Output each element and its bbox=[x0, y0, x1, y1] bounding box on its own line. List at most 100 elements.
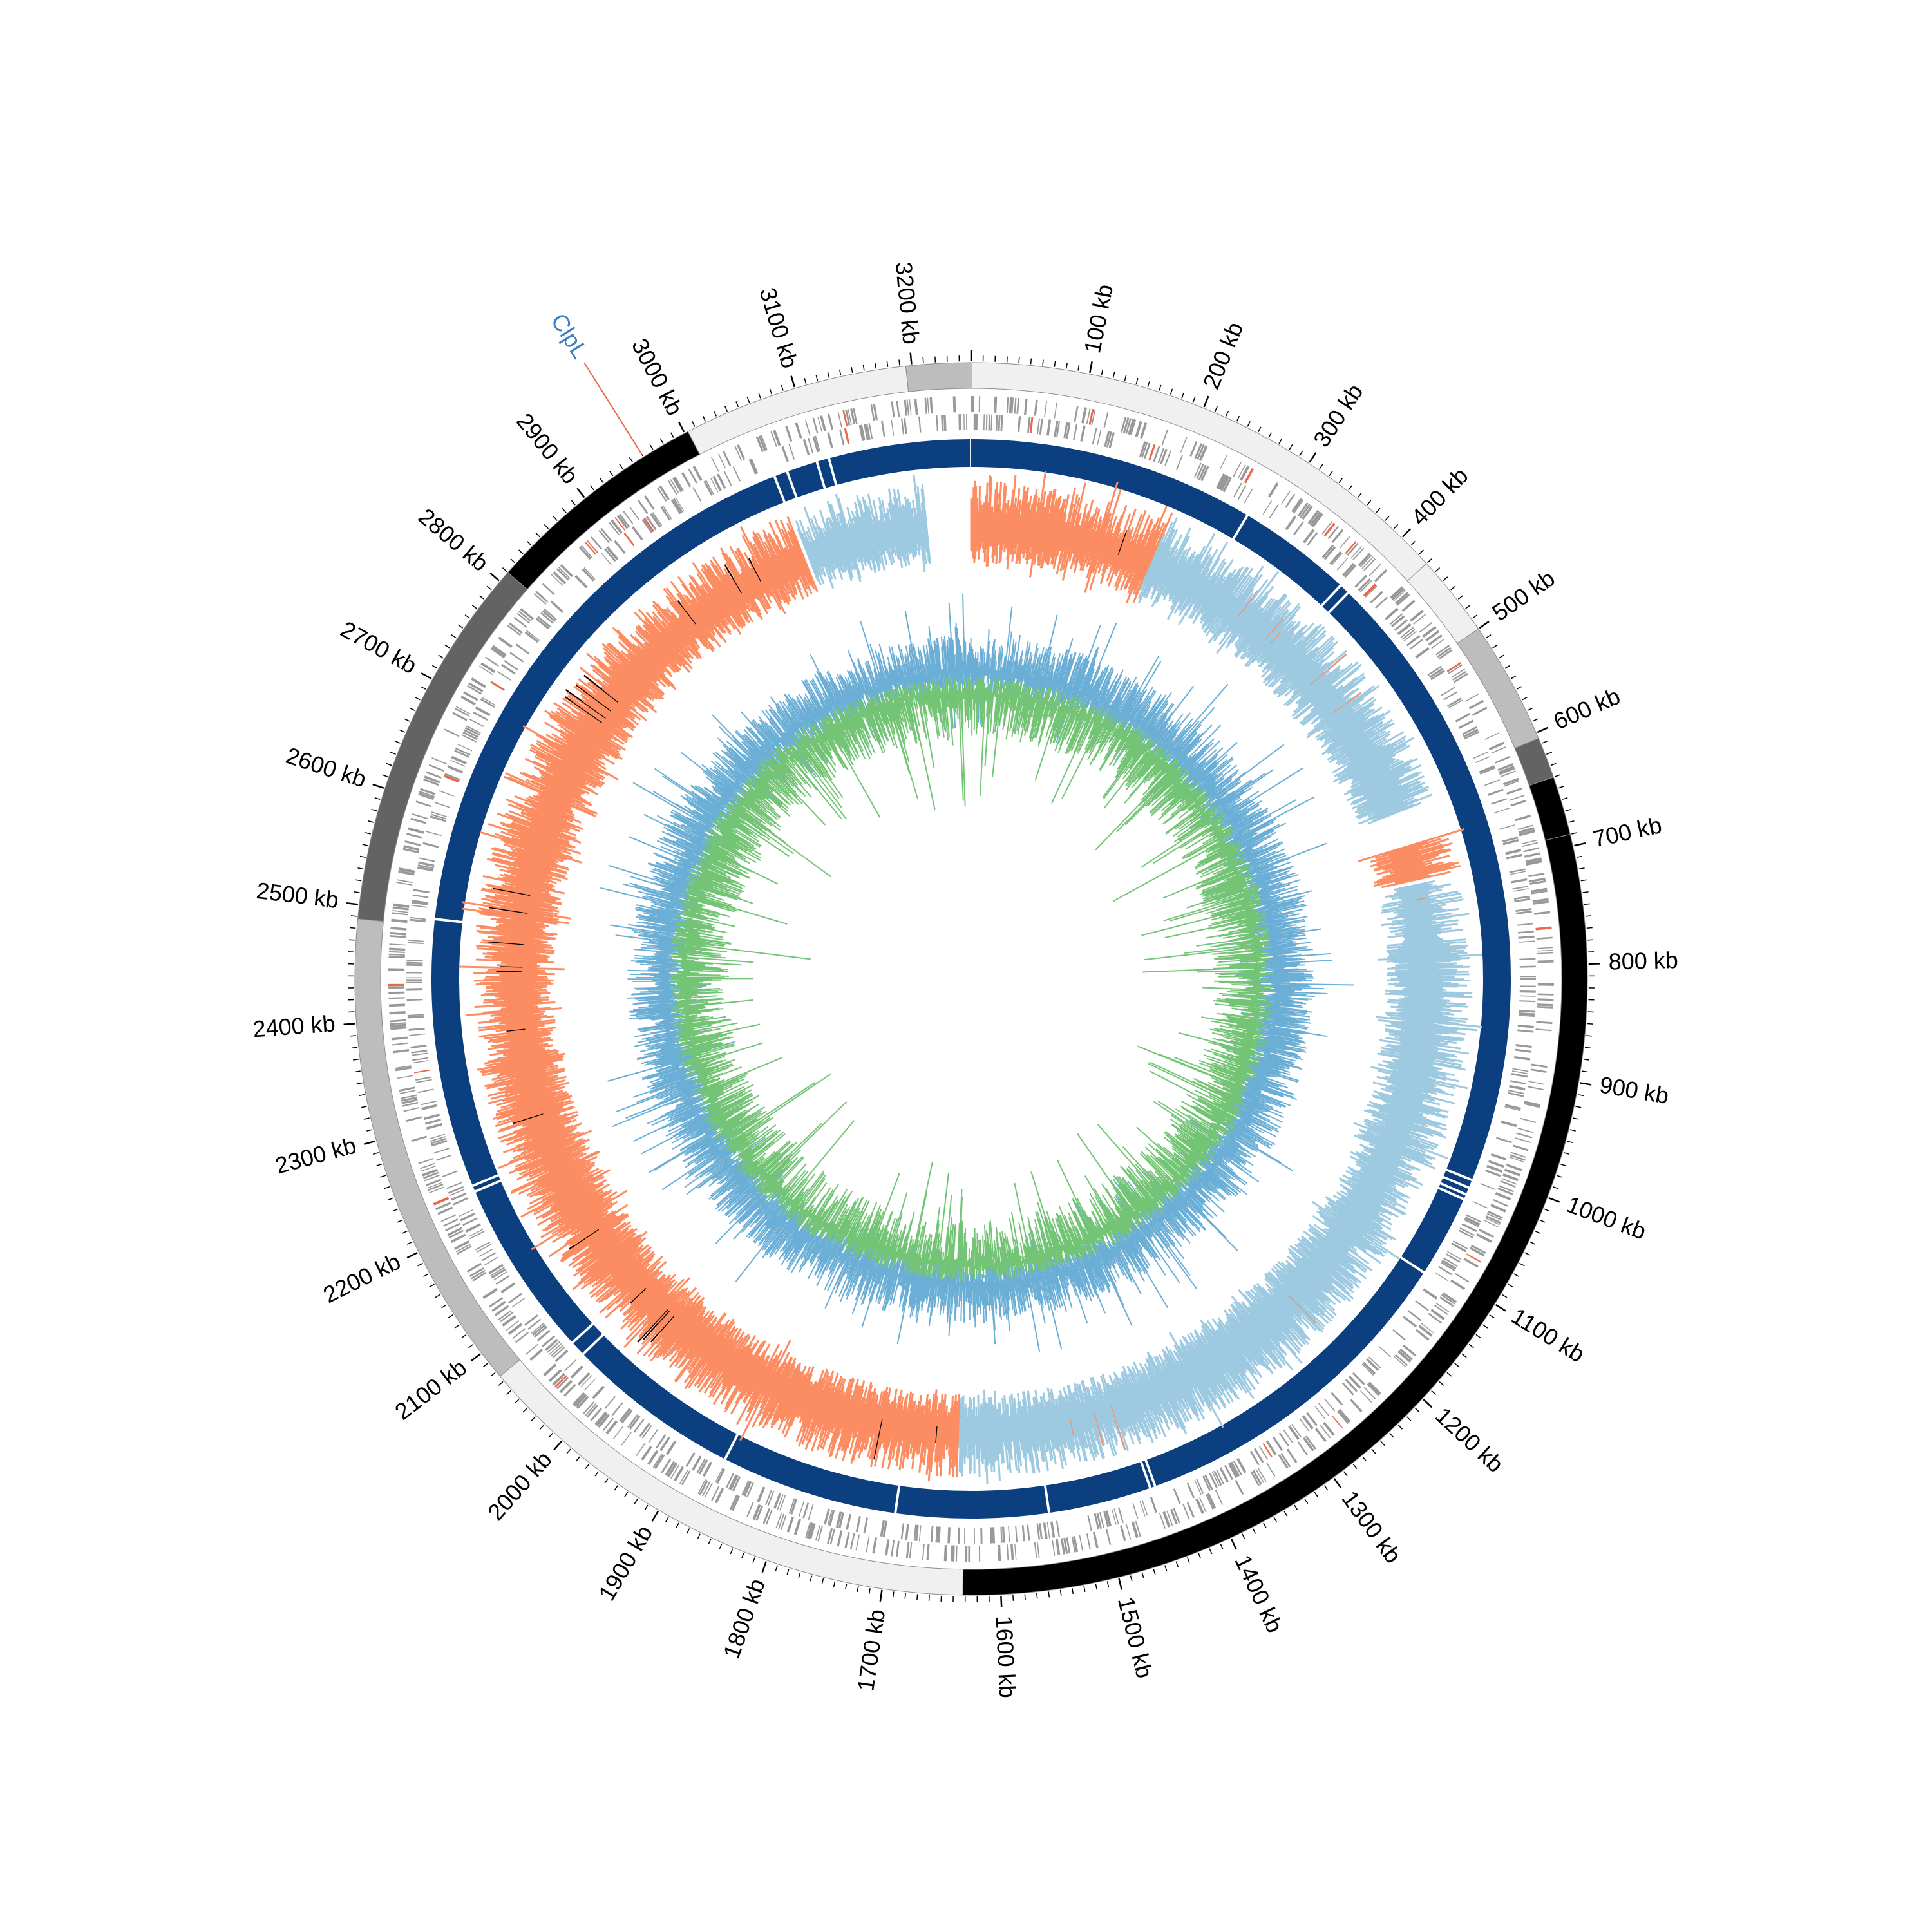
scale-tick bbox=[1427, 558, 1432, 564]
skew-mark bbox=[599, 1255, 663, 1314]
gene-mark bbox=[399, 1086, 415, 1092]
gene-mark bbox=[1515, 908, 1532, 913]
scale-tick bbox=[390, 752, 396, 755]
skew-mark bbox=[1238, 1302, 1285, 1359]
skew-mark bbox=[779, 1371, 802, 1421]
skew-mark bbox=[1288, 1264, 1330, 1302]
skew-mark bbox=[1293, 663, 1362, 720]
gene-mark bbox=[1195, 1498, 1204, 1515]
gene-mark bbox=[1153, 446, 1160, 462]
skew-mark bbox=[1054, 511, 1065, 557]
skew-mark bbox=[721, 1345, 750, 1389]
scale-tick bbox=[1072, 1587, 1074, 1595]
skew-mark bbox=[1224, 1323, 1256, 1366]
gene-mark bbox=[1519, 1012, 1535, 1016]
skew-mark bbox=[989, 1401, 994, 1466]
skew-mark bbox=[1367, 802, 1421, 825]
skew-mark bbox=[1390, 1016, 1460, 1025]
gene-mark bbox=[1233, 1460, 1242, 1475]
skew-mark bbox=[981, 502, 985, 549]
skew-mark bbox=[1084, 1402, 1094, 1428]
gene-mark bbox=[1213, 1470, 1222, 1486]
skew-mark bbox=[1389, 1074, 1437, 1088]
skew-mark bbox=[1405, 914, 1432, 920]
scale-tick bbox=[421, 672, 432, 680]
skew-mark bbox=[1382, 853, 1439, 871]
scale-tick bbox=[1215, 406, 1218, 412]
gc-mark bbox=[1275, 965, 1298, 968]
skew-mark bbox=[1298, 670, 1330, 697]
gene-mark bbox=[491, 1268, 506, 1279]
skew-mark bbox=[1331, 717, 1369, 743]
skew-mark bbox=[578, 1227, 629, 1265]
scale-tick bbox=[1242, 1533, 1245, 1540]
skew-mark bbox=[915, 1405, 923, 1454]
gene-mark bbox=[411, 1050, 428, 1054]
skew-mark bbox=[620, 1274, 676, 1330]
gene-mark bbox=[1450, 668, 1465, 678]
skew-mark bbox=[842, 1386, 862, 1451]
skew-mark bbox=[1204, 567, 1249, 634]
skew-mark bbox=[841, 1399, 851, 1427]
skew-mark bbox=[1289, 1273, 1318, 1300]
skew-mark bbox=[744, 1350, 783, 1422]
gene-mark bbox=[1189, 440, 1198, 457]
skew-mark bbox=[720, 1340, 760, 1405]
skew-mark bbox=[1311, 1200, 1400, 1260]
skew-mark bbox=[1051, 498, 1066, 565]
gene-mark bbox=[914, 1524, 919, 1542]
skew-mark bbox=[1336, 1206, 1376, 1231]
skew-mark bbox=[720, 1342, 753, 1396]
skew-mark bbox=[670, 1312, 705, 1355]
skew-mark bbox=[902, 1401, 912, 1456]
gene-mark bbox=[576, 1396, 589, 1410]
skew-mark bbox=[1353, 1122, 1448, 1160]
skew-mark bbox=[1358, 1128, 1436, 1160]
gene-mark bbox=[629, 1416, 641, 1430]
scale-tick bbox=[1095, 1584, 1097, 1590]
skew-mark bbox=[606, 1260, 661, 1311]
gene-mark bbox=[1537, 949, 1553, 952]
gene-mark bbox=[1367, 1383, 1379, 1396]
skew-mark bbox=[1293, 662, 1330, 696]
skew-mark bbox=[1401, 906, 1436, 914]
skew-mark bbox=[1265, 632, 1295, 664]
skew-mark bbox=[942, 1410, 947, 1452]
skew-mark bbox=[1405, 936, 1439, 941]
skew-mark bbox=[577, 1229, 634, 1273]
skew-mark bbox=[641, 1290, 681, 1332]
skew-mark bbox=[1398, 1003, 1451, 1009]
gene-mark bbox=[1175, 455, 1183, 471]
skew-mark bbox=[1062, 497, 1081, 571]
skew-mark bbox=[1397, 1070, 1429, 1079]
skew-mark bbox=[1140, 1376, 1159, 1416]
skew-mark bbox=[1155, 535, 1190, 603]
skew-mark bbox=[768, 1367, 791, 1413]
skew-mark bbox=[1243, 1294, 1296, 1355]
scale-tick bbox=[531, 1416, 536, 1421]
skew-mark bbox=[674, 1312, 726, 1382]
gene-mark bbox=[978, 396, 981, 413]
contig-arc bbox=[726, 1435, 898, 1513]
skew-mark bbox=[1357, 788, 1428, 820]
skew-mark bbox=[653, 1299, 702, 1356]
gene-mark bbox=[1415, 1300, 1429, 1311]
gene-mark bbox=[1462, 726, 1477, 735]
skew-mark bbox=[1151, 547, 1171, 588]
skew-mark bbox=[991, 1404, 996, 1463]
skew-mark bbox=[850, 1381, 873, 1464]
skew-mark bbox=[1097, 534, 1107, 560]
gene-mark bbox=[1262, 1443, 1273, 1458]
gene-mark bbox=[618, 513, 630, 528]
skew-mark bbox=[1392, 958, 1461, 963]
gene-mark bbox=[442, 1218, 459, 1227]
skew-mark bbox=[1405, 989, 1443, 992]
gene-mark bbox=[497, 670, 511, 681]
gene-mark bbox=[1108, 432, 1115, 449]
scale-tick bbox=[1535, 1230, 1540, 1234]
skew-mark bbox=[1231, 1295, 1293, 1370]
gene-mark bbox=[1219, 1467, 1229, 1483]
skew-mark bbox=[1128, 529, 1151, 584]
skew-mark bbox=[1056, 513, 1067, 556]
skew-mark bbox=[801, 1371, 830, 1445]
